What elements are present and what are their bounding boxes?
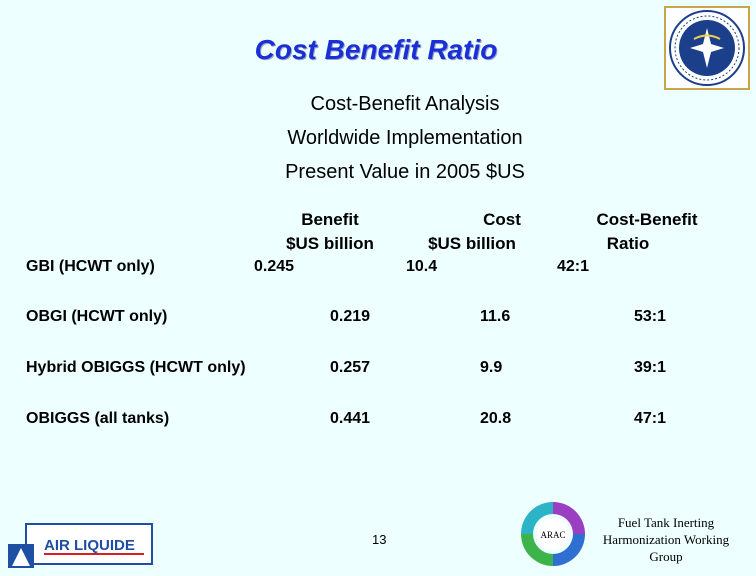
working-group-caption: Fuel Tank Inerting Harmonization Working… (588, 514, 744, 565)
working-group-line-1: Fuel Tank Inerting (617, 515, 715, 530)
cost-column-header: Cost $US billion (410, 208, 534, 256)
svg-text:AIR LIQUIDE: AIR LIQUIDE (44, 537, 135, 554)
svg-text:ARAC: ARAC (540, 530, 565, 540)
row-label-obgi: OBGI (HCWT only) (26, 308, 168, 325)
row-label-hybrid-obiggs: Hybrid OBIGGS (HCWT only) (26, 359, 246, 376)
benefit-header-line-1: Benefit (301, 210, 359, 229)
row-label-gbi: GBI (HCWT only) (26, 258, 155, 275)
row-cost-obiggs-all: 20.8 (480, 410, 512, 427)
cost-header-line-2: $US billion (428, 234, 516, 253)
row-cost-obgi: 11.6 (480, 308, 511, 325)
subtitle-line-3: Present Value in 2005 $US (285, 161, 525, 183)
row-ratio-obiggs-all: 47:1 (634, 410, 667, 427)
working-group-line-2: Harmonization Working (602, 532, 730, 547)
row-ratio-obgi: 53:1 (634, 308, 667, 325)
row-benefit-hybrid-obiggs: 0.257 (330, 359, 371, 376)
subtitle-line-2: Worldwide Implementation (287, 127, 523, 149)
faa-seal-logo (664, 6, 750, 90)
page-number: 13 (372, 532, 387, 547)
working-group-line-3: Group (649, 549, 683, 564)
benefit-header-line-2: $US billion (286, 234, 374, 253)
row-benefit-obgi: 0.219 (330, 308, 371, 325)
subtitle-line-1: Cost-Benefit Analysis (310, 93, 500, 115)
row-cost-gbi: 10.4 (406, 258, 438, 275)
benefit-column-header: Benefit $US billion (268, 208, 392, 256)
ratio-header-line-1: Cost-Benefit (596, 210, 698, 229)
row-benefit-obiggs-all: 0.441 (330, 410, 371, 427)
row-benefit-gbi: 0.245 (254, 258, 295, 275)
cost-header-line-1: Cost (483, 210, 521, 229)
air-liquide-logo: AIR LIQUIDE (8, 523, 153, 568)
row-ratio-gbi: 42:1 (557, 258, 590, 275)
row-ratio-hybrid-obiggs: 39:1 (634, 359, 667, 376)
arac-logo: ARAC (521, 502, 585, 566)
ratio-header-line-2: Ratio (606, 234, 650, 253)
row-cost-hybrid-obiggs: 9.9 (480, 359, 503, 376)
row-label-obiggs-all: OBIGGS (all tanks) (26, 410, 170, 427)
ratio-column-header: Cost-Benefit Ratio (574, 208, 700, 256)
page-title: Cost Benefit Ratio (254, 34, 498, 65)
